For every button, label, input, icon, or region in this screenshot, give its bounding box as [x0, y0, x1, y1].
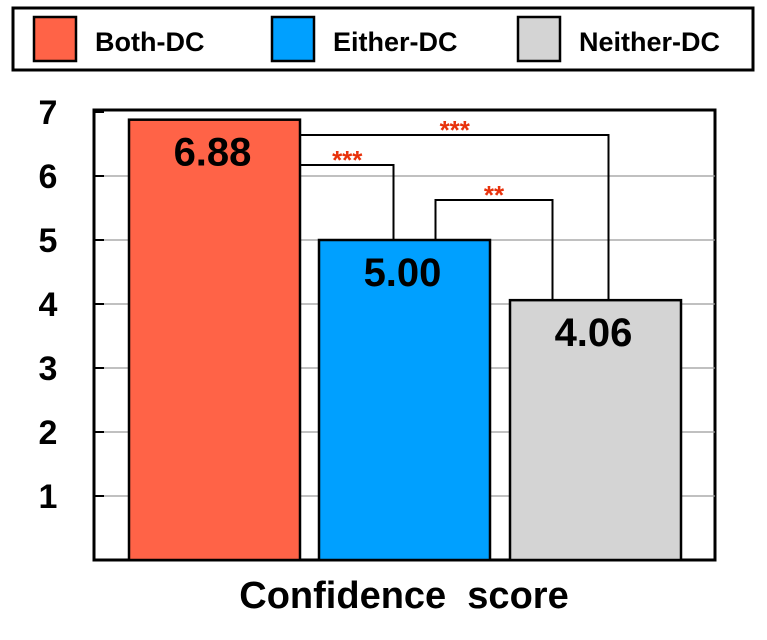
legend-swatch-both-dc: [32, 15, 78, 63]
legend-label-either-dc: Either-DC: [333, 27, 458, 57]
significance-bracket: [301, 134, 610, 301]
legend-label-neither-dc: Neither-DC: [579, 27, 720, 57]
legend: Both-DC Either-DC Neither-DC: [11, 6, 755, 72]
y-tick-label: 4: [39, 286, 58, 324]
value-label-neither-dc: 4.06: [555, 311, 633, 355]
bars: 6.88 5.00 4.06: [127, 118, 683, 562]
bar-both-dc: [127, 118, 302, 562]
y-tick-label: 1: [39, 478, 58, 516]
y-tick-label: 3: [39, 350, 58, 388]
y-axis-ticks: 1 2 3 4 5 6 7: [39, 94, 104, 516]
x-axis-label: Confidence score: [239, 575, 568, 617]
bar-neither-dc: [508, 298, 683, 562]
y-tick-label: 5: [39, 222, 58, 260]
legend-label-both-dc: Both-DC: [95, 27, 204, 57]
significance-bracket: [301, 164, 395, 240]
significance-label: ***: [332, 145, 363, 175]
legend-frame: [11, 6, 755, 72]
y-tick-label: 7: [39, 94, 58, 132]
y-tick-label: 6: [39, 158, 58, 196]
y-tick-label: 2: [39, 414, 58, 452]
legend-swatch-neither-dc: [516, 15, 562, 63]
value-label-both-dc: 6.88: [174, 131, 252, 175]
significance-bracket: [434, 199, 554, 301]
significance-label: ***: [440, 115, 471, 145]
significance-label: **: [484, 180, 505, 210]
bar-either-dc: [317, 238, 492, 562]
value-label-either-dc: 5.00: [364, 251, 442, 295]
significance-brackets: ********: [301, 115, 610, 301]
legend-swatch-either-dc: [270, 15, 316, 63]
